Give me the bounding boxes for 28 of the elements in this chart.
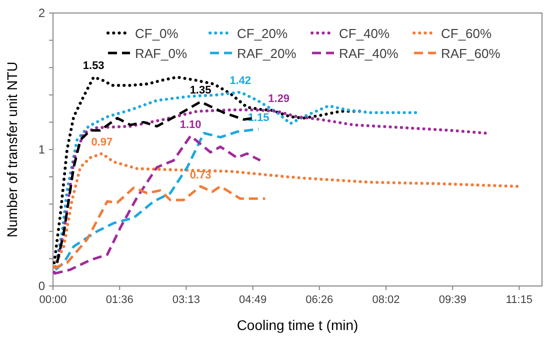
x-tick-label: 00:00 xyxy=(39,294,67,306)
x-tick-label: 08:02 xyxy=(372,294,400,306)
x-tick-label: 11:15 xyxy=(506,294,533,306)
legend-label: RAF_20% xyxy=(237,46,297,61)
y-axis-title: Number of transfer unit NTU xyxy=(4,62,20,238)
legend-label: CF_60% xyxy=(441,26,492,41)
legend-label: CF_20% xyxy=(237,26,288,41)
legend-label: RAF_60% xyxy=(441,46,501,61)
annotation: 1.35 xyxy=(190,84,212,97)
x-tick-label: 09:39 xyxy=(438,294,466,306)
x-tick-label: 03:13 xyxy=(172,294,200,306)
annotation: 1.29 xyxy=(268,92,290,105)
y-tick-label: 1 xyxy=(38,142,46,156)
annotation: 0.97 xyxy=(91,136,113,149)
x-tick-label: 01:36 xyxy=(106,294,134,306)
annotation: 1.15 xyxy=(248,112,270,124)
annotation: 1.10 xyxy=(180,118,202,131)
annotation: 1.42 xyxy=(230,75,252,88)
x-tick-label: 04:49 xyxy=(239,294,267,306)
y-tick-label: 2 xyxy=(38,6,46,20)
legend-label: CF_0% xyxy=(135,26,179,41)
x-tick-label: 06:26 xyxy=(306,294,334,306)
legend-label: CF_40% xyxy=(339,26,390,41)
annotation: 1.53 xyxy=(82,60,104,72)
legend-label: RAF_0% xyxy=(135,46,188,61)
y-tick-label: 0 xyxy=(38,279,46,293)
legend-label: RAF_40% xyxy=(339,46,399,61)
x-axis-title: Cooling time t (min) xyxy=(236,317,358,333)
